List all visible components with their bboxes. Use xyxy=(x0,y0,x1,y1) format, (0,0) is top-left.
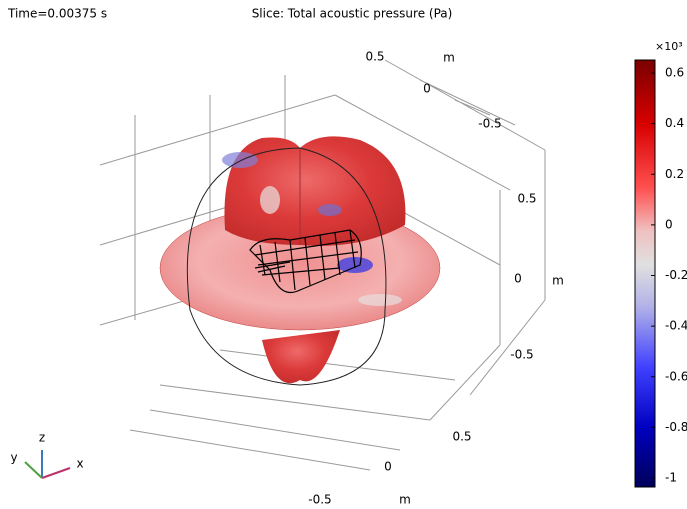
plot-title: Slice: Total acoustic pressure (Pa) xyxy=(252,7,453,21)
triad-z: z xyxy=(39,431,45,445)
colorbar-tick-label: -0.4 xyxy=(665,319,687,333)
axis-label: m xyxy=(443,51,455,65)
colorbar-ticks: 0.6 0.4 0.2 0 -0.2 -0.4 -0.6 -0.8 -1 xyxy=(651,66,687,485)
axis-label: m xyxy=(399,493,411,507)
transducer-wireframe xyxy=(249,229,362,294)
axis-label: 0.5 xyxy=(517,192,536,206)
axis-label: 0 xyxy=(514,272,522,286)
colorbar xyxy=(634,59,656,488)
colorbar-tick-label: -1 xyxy=(665,471,677,485)
node xyxy=(318,204,342,216)
node xyxy=(358,294,402,306)
colorbar-tick-label: -0.6 xyxy=(665,369,687,383)
axis-label: 0 xyxy=(423,82,431,96)
upper-lobe xyxy=(224,136,406,246)
colorbar-tick-label: 0.4 xyxy=(665,116,684,130)
colorbar-tick-label: -0.8 xyxy=(665,420,687,434)
axis-label: -0.5 xyxy=(510,348,533,362)
node xyxy=(222,152,258,168)
time-label: Time=0.00375 s xyxy=(7,7,107,21)
triad-y: y xyxy=(10,451,17,465)
axis-label: -0.5 xyxy=(308,493,331,507)
colorbar-multiplier: ×10³ xyxy=(655,40,683,53)
axis-labels: 0.5 m 0 -0.5 0.5 0 m -0.5 0.5 0 -0.5 m xyxy=(308,50,564,507)
colorbar-tick-label: -0.2 xyxy=(665,268,687,282)
axis-label: -0.5 xyxy=(478,117,501,131)
boundary-curve xyxy=(186,147,387,386)
lower-lobe xyxy=(262,330,340,384)
axis-label: m xyxy=(552,274,564,288)
triad-x: x xyxy=(76,457,83,471)
colorbar-tick-label: 0.2 xyxy=(665,167,684,181)
axis-label: 0.5 xyxy=(365,50,384,64)
axis-label: 0.5 xyxy=(452,430,471,444)
colorbar-tick-label: 0 xyxy=(665,217,673,231)
axis-triad: z x y xyxy=(10,431,84,479)
colorbar-tick-label: 0.6 xyxy=(665,66,684,80)
axis-label: 0 xyxy=(384,460,392,474)
node xyxy=(260,186,280,214)
pressure-field xyxy=(159,136,441,386)
